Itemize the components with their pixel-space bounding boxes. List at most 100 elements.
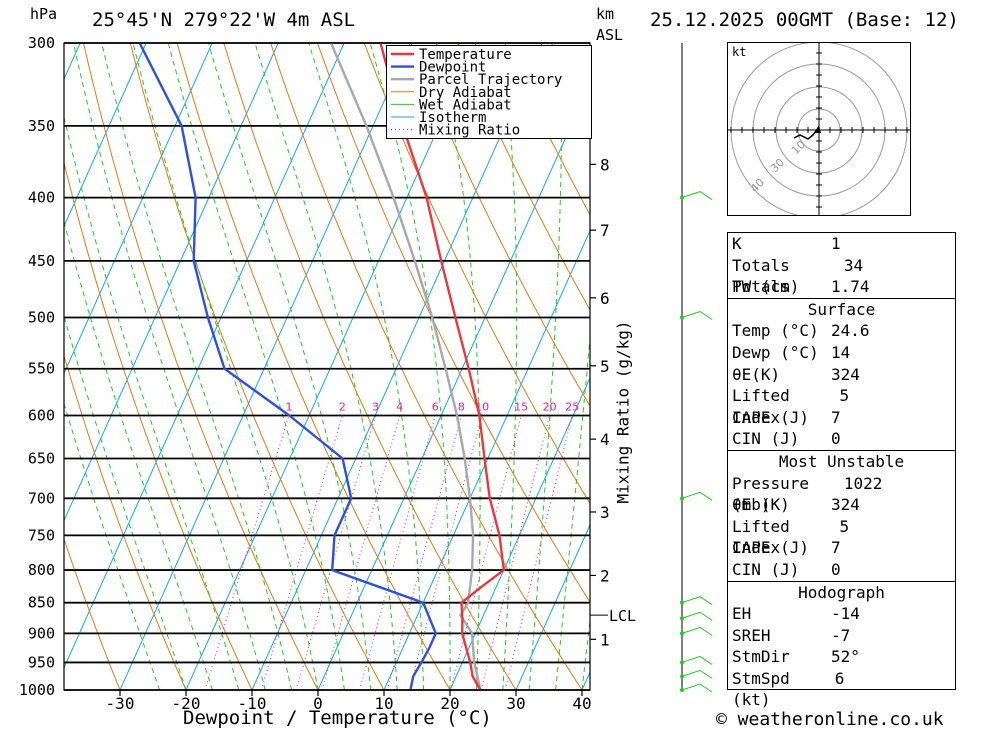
- wet-adiabat: [64, 402, 161, 690]
- x-tick-label: 30: [506, 694, 525, 713]
- legend-label: Isotherm: [419, 110, 486, 126]
- wet-adiabat: [435, 43, 481, 690]
- dry-adiabat: [410, 43, 590, 407]
- value: 6: [834, 668, 845, 688]
- wind-barb: [681, 611, 713, 621]
- hodograph-unit: kt: [732, 45, 747, 59]
- x-tick-label: 20: [440, 694, 459, 713]
- wind-barb: [681, 310, 713, 320]
- label: StmSpd (kt): [732, 668, 790, 710]
- pressure-label: 550: [28, 360, 55, 378]
- surface-dewp-row: Dewp (°C) 14: [728, 342, 955, 364]
- pressure-label: 300: [28, 34, 55, 52]
- pressure-label: 450: [28, 252, 55, 270]
- wet-adiabat: [101, 43, 293, 690]
- isotherm-line: [449, 376, 590, 690]
- km-tick-label: 7: [600, 221, 610, 240]
- wind-profile: [680, 43, 713, 693]
- wet-adiabat: [528, 43, 563, 690]
- lcl-label: LCL: [609, 607, 636, 625]
- temperature-line: [379, 43, 505, 690]
- legend-label: Temperature: [419, 47, 512, 63]
- legend-label: Wet Adiabat: [419, 97, 512, 113]
- value: 324: [831, 495, 860, 515]
- totals-row: Totals Totals 34: [728, 255, 955, 297]
- pw-label: PW (cm): [732, 277, 800, 297]
- value: 5: [839, 386, 850, 406]
- value: 24.6: [831, 321, 870, 341]
- pw-value: 1.74: [831, 277, 870, 297]
- pressure-unit: hPa: [30, 5, 58, 23]
- hodograph-ring-label: 10: [789, 138, 808, 157]
- dry-adiabat: [64, 537, 121, 690]
- mixing-ratio-label: 20: [543, 400, 557, 413]
- mixing-ratio-line: [260, 415, 343, 690]
- pressure-label: 850: [28, 594, 55, 612]
- isotherm-line: [383, 229, 590, 690]
- wet-adiabat: [369, 43, 451, 690]
- pressure-label: 650: [28, 450, 55, 468]
- label: StmDir: [732, 647, 790, 667]
- label: SREH: [732, 625, 771, 645]
- mixing-ratio-label: 6: [432, 400, 439, 413]
- pressure-label: 350: [28, 117, 55, 135]
- copyright[interactable]: © weatheronline.co.uk: [716, 709, 944, 730]
- hodograph-ring-label: 30: [768, 156, 787, 175]
- hodograph-ring-label: 40: [748, 176, 767, 195]
- isotherm-line: [119, 43, 411, 690]
- km-tick-label: 1: [600, 630, 610, 649]
- height-unit-asl: ASL: [596, 26, 624, 44]
- wind-barb: [681, 669, 713, 679]
- pressure-label: 950: [28, 653, 55, 671]
- value: 52°: [831, 647, 860, 667]
- mixing-ratio-label: 3: [372, 400, 379, 413]
- mu-cape-row: CAPE (J) 7: [728, 537, 955, 559]
- legend-label: Dewpoint: [419, 60, 486, 76]
- mixing-ratio-axis-label: Mixing Ratio (g/kg): [613, 320, 633, 504]
- mixing-ratio-label: 8: [458, 400, 465, 413]
- stmdir-row: StmDir 52°: [728, 646, 955, 668]
- pressure-label: 750: [28, 526, 55, 544]
- surface-li-row: Lifted Index 5: [728, 385, 955, 427]
- x-tick-label: 10: [374, 694, 393, 713]
- surface-thetae-row: θE(K) 324: [728, 364, 955, 386]
- legend-label: Dry Adiabat: [419, 85, 512, 101]
- pressure-label: 900: [28, 624, 55, 642]
- km-tick-label: 3: [600, 503, 610, 522]
- location-title: 25°45'N 279°22'W 4m ASL: [92, 9, 356, 31]
- label: Temp (°C): [732, 321, 819, 341]
- dry-adiabat: [64, 160, 253, 690]
- x-tick-label: 0: [313, 694, 323, 713]
- value: 324: [831, 364, 860, 384]
- surface-cin-row: CIN (J) 0: [728, 428, 955, 450]
- x-tick-label: -10: [238, 694, 267, 713]
- legend-label: Parcel Trajectory: [419, 72, 562, 88]
- mu-pressure-row: Pressure (mb) 1022: [728, 473, 955, 515]
- mu-li-row: Lifted Index 5: [728, 516, 955, 558]
- wet-adiabat: [254, 43, 398, 690]
- most-unstable-title: Most Unstable: [728, 449, 955, 473]
- dry-adiabat: [973, 43, 1000, 690]
- mixing-ratio-line: [359, 415, 436, 690]
- mixing-ratio-line: [450, 415, 522, 690]
- wind-barb: [681, 491, 713, 501]
- mixing-ratio-line: [504, 415, 573, 690]
- label: CIN (J): [732, 559, 800, 579]
- hodograph-params-title: Hodograph: [728, 580, 955, 604]
- wind-barb: [681, 655, 713, 665]
- datetime-title: 25.12.2025 00GMT (Base: 12): [650, 9, 959, 31]
- mixing-ratio-label: 15: [514, 400, 528, 413]
- mixing-ratio-label: 25: [565, 400, 579, 413]
- value: 7: [831, 538, 841, 558]
- wet-adiabat: [167, 43, 345, 690]
- height-unit-km: km: [596, 5, 615, 23]
- mixing-ratio-line: [386, 415, 462, 690]
- km-tick-label: 4: [600, 430, 610, 449]
- label: θE(K): [732, 364, 781, 384]
- surface-temp-row: Temp (°C) 24.6: [728, 320, 955, 342]
- tt-label: Totals Totals: [732, 255, 790, 297]
- storm-motion-marker: [814, 125, 821, 133]
- pressure-label: 600: [28, 406, 55, 424]
- label: Pressure (mb): [732, 473, 810, 515]
- eh-row: EH -14: [728, 603, 955, 625]
